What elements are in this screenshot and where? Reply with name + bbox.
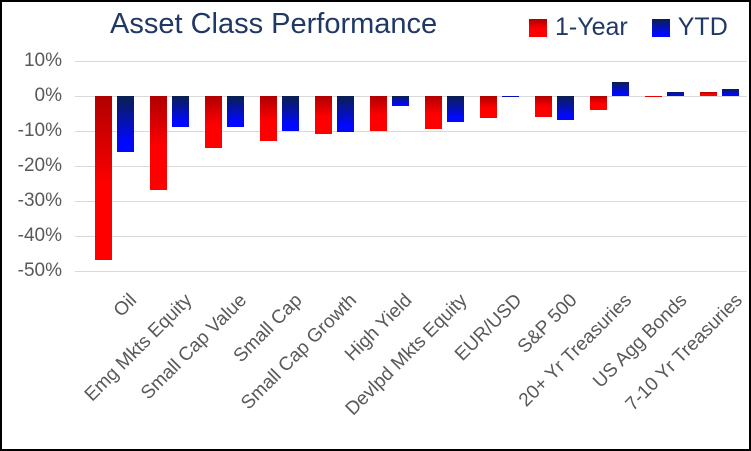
y-axis-tick-label: 10% (23, 49, 62, 71)
bar-ytd-oil (117, 95, 134, 152)
legend-swatch-1-year-icon (529, 18, 547, 37)
y-axis-tick-label: -30% (17, 189, 62, 211)
bar-1-year-us-agg-bonds (645, 95, 662, 98)
legend-label-ytd: YTD (677, 13, 728, 41)
y-axis-tick-label: -50% (17, 259, 62, 281)
gridline--10 (75, 130, 747, 132)
bar-ytd-eur-usd (502, 95, 519, 98)
bar-ytd-emg-mkts-equity (172, 95, 189, 127)
bar-1-year-s-p-500 (535, 95, 552, 117)
bar-1-year-small-cap-growth (315, 95, 332, 134)
bar-ytd-high-yield (392, 95, 409, 106)
x-axis-label-oil: Oil (110, 290, 142, 322)
bar-ytd-us-agg-bonds (667, 92, 684, 96)
gridline--30 (75, 200, 747, 202)
bar-1-year-eur-usd (480, 95, 497, 119)
bar-ytd-devlpd-mkts-equity (447, 95, 464, 122)
gridline--40 (75, 235, 747, 237)
gridline--50 (75, 270, 747, 272)
y-axis-tick-label: -20% (17, 154, 62, 176)
bar-ytd-7-10-yr-treasuries (722, 88, 739, 96)
gridline-0 (75, 95, 747, 97)
bar-1-year-small-cap-value (205, 95, 222, 148)
bar-1-year-small-cap (260, 95, 277, 141)
legend-swatch-ytd-icon (651, 18, 670, 37)
bar-1-year-emg-mkts-equity (150, 95, 167, 190)
bar-ytd-small-cap (282, 95, 299, 131)
legend-label-1-year: 1-Year (555, 13, 628, 41)
bar-1-year-devlpd-mkts-equity (425, 95, 442, 129)
y-axis-tick-label: 0% (34, 84, 62, 106)
gridline--20 (75, 165, 747, 167)
y-axis-tick-label: -10% (17, 119, 62, 141)
bar-ytd-s-p-500 (557, 95, 574, 120)
legend-item-1-year: 1-Year (529, 13, 628, 42)
chart-title: Asset Class Performance (110, 8, 438, 40)
bar-1-year-7-10-yr-treasuries (700, 92, 717, 96)
bar-1-year-high-yield (370, 95, 387, 131)
gridline-10 (75, 60, 747, 62)
bar-ytd-20-yr-treasuries (612, 81, 629, 96)
chart-legend: 1-Year YTD (529, 13, 728, 42)
bar-1-year-20-yr-treasuries (590, 95, 607, 110)
y-axis-tick-label: -40% (17, 224, 62, 246)
bar-1-year-oil (95, 95, 112, 260)
bar-ytd-small-cap-value (227, 95, 244, 127)
bar-ytd-small-cap-growth (337, 95, 354, 133)
legend-item-ytd: YTD (651, 13, 728, 42)
